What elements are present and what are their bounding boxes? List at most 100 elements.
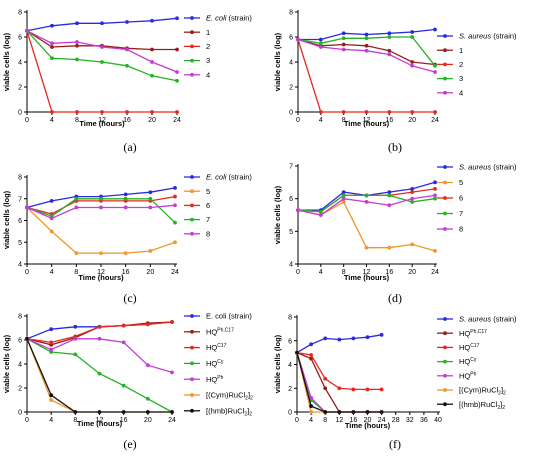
data-point	[364, 36, 369, 41]
legend-marker	[190, 217, 194, 222]
data-point	[123, 196, 128, 201]
y-axis-label: viable cells (log)	[2, 190, 11, 249]
data-point	[75, 40, 79, 44]
data-point	[125, 110, 129, 114]
y-tick-label: 6	[289, 196, 293, 203]
legend-entry-6: [(Cym)RuCl2]2	[184, 391, 253, 402]
legend-entry-3: HQC17	[184, 343, 227, 352]
data-point	[341, 193, 346, 198]
data-point	[100, 45, 104, 49]
data-point	[74, 205, 79, 210]
data-point	[125, 63, 129, 68]
data-point	[75, 110, 79, 114]
data-point	[387, 31, 392, 36]
data-point	[351, 387, 356, 392]
legend-entry-5: HQPh	[184, 375, 224, 384]
data-point	[387, 190, 392, 195]
legend-label: 5	[206, 187, 210, 196]
x-tick-label: 8	[73, 417, 77, 424]
y-axis-label: viable cells (log)	[273, 334, 282, 393]
data-point	[433, 193, 437, 198]
y-tick-label: 5	[18, 240, 22, 247]
data-point	[296, 37, 300, 42]
legend-label: S. aureus (strain)	[459, 163, 517, 172]
data-point	[73, 410, 78, 414]
x-tick-label: 20	[146, 269, 154, 276]
data-point	[351, 336, 356, 341]
data-point	[341, 200, 346, 204]
y-tick-label: 2	[18, 85, 22, 92]
data-point	[318, 209, 323, 214]
y-tick-label: 2	[288, 386, 292, 393]
x-tick-label: 12	[363, 269, 371, 276]
x-tick-label: 24	[431, 117, 439, 124]
series-line-2	[297, 200, 436, 252]
data-point	[173, 220, 177, 225]
x-axis-label: Time (hours)	[344, 119, 390, 128]
data-point	[25, 205, 29, 210]
x-tick-label: 12	[335, 417, 343, 424]
x-tick-label: 8	[342, 117, 346, 124]
legend-label: [(Cym)RuCl2]2	[206, 391, 253, 402]
data-point	[365, 387, 370, 392]
y-axis-label: viable cells (log)	[273, 32, 282, 91]
y-tick-label: 4	[18, 262, 22, 269]
legend-entry-4: HQCy	[184, 359, 224, 368]
x-tick-label: 0	[25, 117, 29, 124]
data-point	[341, 196, 346, 201]
legend-label: 2	[459, 60, 463, 69]
y-tick-label: 6	[18, 35, 22, 42]
data-point	[309, 342, 313, 347]
x-axis-label: Time (hours)	[79, 119, 125, 128]
legend-label: 1	[206, 28, 210, 37]
legend-marker	[443, 388, 447, 392]
data-point	[49, 347, 54, 352]
data-point	[296, 208, 300, 213]
legend-entry-1: E. coli (strain)	[184, 173, 252, 182]
y-tick-label: 8	[289, 10, 293, 17]
legend-marker	[443, 317, 447, 321]
data-point	[309, 395, 313, 400]
legend-marker	[190, 203, 194, 208]
data-point	[323, 386, 328, 391]
data-point	[99, 251, 103, 256]
y-tick-label: 4	[18, 362, 22, 369]
data-point	[387, 110, 392, 114]
data-point	[75, 43, 79, 48]
legend-label: E. coli (strain)	[206, 173, 252, 182]
data-point	[97, 324, 102, 329]
data-point	[387, 48, 392, 53]
data-point	[351, 410, 356, 414]
panel-label: (e)	[123, 437, 136, 451]
data-point	[123, 251, 128, 256]
legend-marker	[190, 189, 194, 194]
data-point	[364, 48, 369, 53]
legend-marker	[443, 227, 447, 231]
y-tick-label: 8	[18, 175, 22, 182]
legend-label: S. aureus (strain)	[459, 32, 517, 41]
data-point	[323, 336, 328, 341]
legend-marker	[190, 345, 194, 350]
legend-entry-1: E. coli (strain)	[184, 14, 252, 23]
y-tick-label: 8	[18, 10, 22, 17]
data-point	[145, 363, 150, 368]
data-point	[150, 110, 154, 114]
data-point	[145, 322, 150, 327]
data-point	[433, 249, 437, 253]
data-point	[125, 20, 129, 24]
y-tick-label: 4	[289, 262, 293, 269]
data-point	[318, 213, 323, 217]
data-point	[50, 45, 54, 49]
data-point	[364, 200, 369, 204]
x-tick-label: 16	[385, 269, 393, 276]
y-tick-label: 0	[288, 410, 292, 417]
data-point	[170, 320, 174, 324]
data-point	[337, 410, 342, 414]
data-point	[410, 190, 415, 195]
panel-label: (f)	[389, 437, 401, 451]
data-point	[309, 404, 313, 408]
legend-label: 3	[206, 56, 210, 65]
legend-entry-3: HQC17	[437, 343, 480, 352]
legend-marker	[190, 30, 194, 35]
